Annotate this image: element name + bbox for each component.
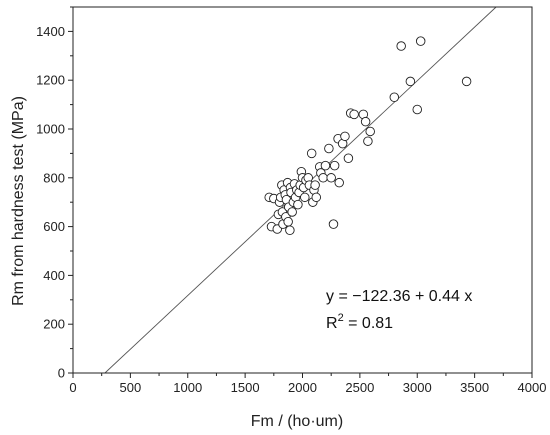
- data-point: [334, 177, 344, 188]
- r-squared-symbol: R: [326, 315, 338, 332]
- data-point: [300, 192, 310, 203]
- data-point: [396, 41, 406, 51]
- x-tick-label: 2500: [345, 380, 374, 395]
- data-point: [285, 225, 295, 236]
- x-tick-label: 3000: [403, 380, 432, 395]
- data-point: [329, 160, 340, 171]
- data-point: [405, 76, 416, 87]
- data-point: [287, 207, 297, 217]
- y-tick-label: 0: [58, 366, 65, 381]
- data-points: [264, 36, 472, 236]
- y-tick-label: 1400: [36, 24, 65, 39]
- y-tick-label: 800: [43, 170, 65, 185]
- y-axis-label: Rm from hardness test (MPa): [10, 96, 27, 306]
- data-point: [343, 153, 354, 164]
- x-axis-label: Fm / (ho·um): [251, 413, 343, 430]
- data-point: [412, 104, 423, 115]
- data-point: [310, 180, 320, 190]
- data-point: [311, 192, 322, 203]
- data-point: [360, 116, 371, 127]
- data-point: [340, 131, 350, 142]
- y-tick-label: 200: [43, 317, 65, 332]
- data-point: [326, 173, 336, 183]
- x-tick-label: 3500: [460, 380, 489, 395]
- y-tick-label: 1200: [36, 73, 65, 88]
- data-point: [363, 136, 373, 146]
- data-point: [318, 173, 328, 183]
- y-tick-label: 1000: [36, 122, 65, 137]
- r-squared-label: R2 = 0.81: [326, 312, 393, 332]
- axes: 0 500 1000 1500 2000 2500 3000 3500 4000 0 200 400 6…: [36, 6, 547, 395]
- x-tick-label: 500: [120, 380, 142, 395]
- x-tick-label: 2000: [288, 380, 317, 395]
- data-point: [283, 216, 293, 227]
- data-point: [365, 126, 375, 137]
- regression-equation: y = −122.36 + 0.44 x: [326, 288, 472, 305]
- data-point: [293, 199, 303, 210]
- x-tick-label: 1500: [231, 380, 260, 395]
- data-point: [349, 109, 359, 120]
- data-point: [415, 36, 426, 46]
- x-tick-label: 4000: [518, 380, 547, 395]
- x-tick-label: 1000: [173, 380, 202, 395]
- data-point: [320, 160, 331, 171]
- y-tick-label: 600: [43, 219, 65, 234]
- r-squared-superscript: 2: [338, 312, 344, 324]
- x-tick-label: 0: [69, 380, 76, 395]
- data-point: [328, 219, 339, 229]
- data-point: [306, 148, 317, 159]
- data-point: [324, 143, 334, 154]
- r-squared-value: = 0.81: [344, 315, 393, 332]
- data-point: [389, 92, 400, 103]
- data-point: [461, 76, 472, 87]
- y-tick-label: 400: [43, 268, 65, 283]
